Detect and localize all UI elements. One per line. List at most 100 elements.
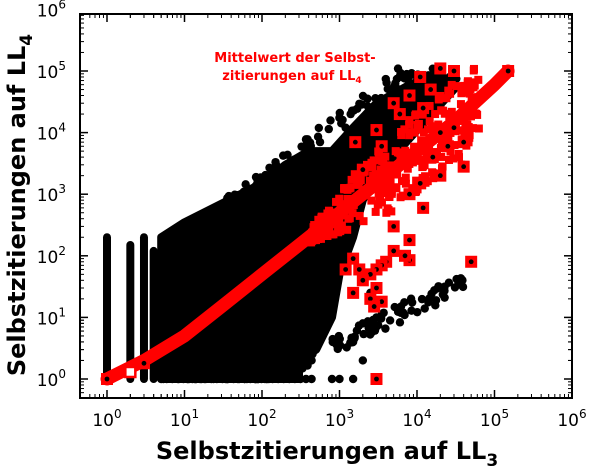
black-point: [261, 364, 270, 374]
red-mean-point: [423, 177, 432, 186]
red-mean-marker: [403, 188, 416, 201]
red-mean-point: [360, 187, 369, 196]
red-mean-marker: [124, 365, 137, 379]
red-mean-point: [397, 127, 406, 136]
red-mean-point: [322, 230, 331, 239]
black-point: [302, 344, 311, 354]
red-mean-point: [425, 117, 434, 126]
black-point: [226, 193, 235, 203]
red-mean-point: [351, 195, 360, 204]
red-mean-point: [439, 106, 448, 115]
red-mean-point: [327, 230, 336, 239]
red-mean-point: [405, 116, 414, 125]
black-point: [420, 304, 429, 313]
red-mean-point: [434, 95, 443, 104]
red-mean-point: [310, 228, 319, 237]
black-point: [239, 187, 248, 197]
red-mean-point: [468, 96, 477, 105]
red-mean-point: [460, 84, 469, 93]
red-mean-marker: [356, 274, 369, 287]
annotation-line-2: zitierungen auf LL4: [222, 69, 361, 86]
red-mean-point: [411, 111, 420, 120]
red-mean-point: [403, 164, 412, 173]
red-mean-point: [381, 152, 390, 161]
red-mean-marker: [434, 169, 447, 182]
axis-ticks: [80, 14, 573, 398]
black-point: [174, 374, 184, 384]
red-mean-marker: [403, 89, 416, 102]
red-mean-marker: [370, 282, 383, 295]
red-mean-point: [387, 207, 396, 216]
black-point: [283, 370, 292, 379]
x-tick-label: 106: [557, 407, 586, 431]
black-point: [434, 77, 443, 86]
red-mean-point: [447, 107, 456, 116]
black-point: [307, 337, 316, 347]
black-point: [417, 294, 427, 304]
black-point: [182, 239, 191, 248]
red-mean-marker: [349, 136, 362, 149]
black-point: [348, 152, 358, 162]
red-mean-marker: [387, 97, 400, 110]
red-mean-point: [325, 225, 334, 234]
black-point: [307, 331, 316, 341]
red-mean-point: [386, 161, 395, 170]
red-mean-point: [380, 161, 389, 170]
red-mean-point: [349, 201, 358, 210]
red-mean-point: [332, 197, 341, 206]
red-mean-point: [379, 181, 388, 190]
red-mean-point: [470, 81, 479, 90]
red-mean-point: [410, 142, 419, 151]
red-mean-marker: [426, 151, 439, 164]
black-point: [440, 286, 449, 295]
red-mean-point: [455, 153, 464, 162]
red-mean-point: [396, 193, 405, 202]
black-point: [313, 132, 323, 141]
red-mean-point: [386, 176, 395, 185]
red-mean-point: [425, 101, 434, 110]
black-point: [160, 249, 169, 258]
red-mean-point: [345, 214, 354, 223]
red-mean-marker: [441, 140, 454, 153]
black-point: [289, 155, 299, 164]
red-mean-point: [425, 144, 434, 153]
black-point: [279, 167, 288, 177]
y-axis-tick-labels: 100 101 102 103 104 105 106: [37, 0, 66, 391]
red-mean-point: [328, 220, 337, 229]
x-tick-label: 103: [325, 407, 354, 431]
red-mean-point: [452, 82, 461, 91]
red-mean-point: [407, 154, 416, 163]
black-point: [254, 180, 263, 189]
black-point: [265, 163, 274, 172]
black-point: [209, 374, 218, 384]
red-mean-point: [355, 177, 364, 186]
red-mean-point: [418, 162, 427, 171]
red-mean-point: [375, 193, 384, 202]
red-mean-point: [450, 141, 459, 150]
black-point: [282, 360, 292, 370]
red-mean-point: [415, 156, 424, 165]
red-mean-point: [311, 236, 320, 245]
black-point: [159, 374, 168, 384]
black-point: [240, 374, 249, 384]
black-point: [376, 93, 386, 103]
red-mean-point: [473, 110, 482, 119]
red-mean-marker: [375, 140, 388, 153]
red-mean-point: [405, 159, 414, 168]
black-point: [363, 102, 373, 111]
red-mean-marker: [414, 177, 427, 190]
black-point: [305, 138, 315, 147]
red-mean-point: [431, 110, 440, 119]
black-point: [278, 151, 288, 160]
black-point: [425, 294, 434, 303]
red-mean-marker: [417, 102, 430, 115]
red-mean-point: [410, 128, 419, 137]
red-mean-point: [371, 207, 380, 216]
red-mean-point: [474, 93, 483, 102]
red-mean-point: [374, 148, 383, 157]
black-point: [327, 374, 337, 384]
red-mean-point: [401, 173, 410, 182]
red-mean-marker: [398, 249, 411, 262]
red-mean-point: [336, 208, 345, 217]
red-mean-point: [468, 124, 477, 133]
